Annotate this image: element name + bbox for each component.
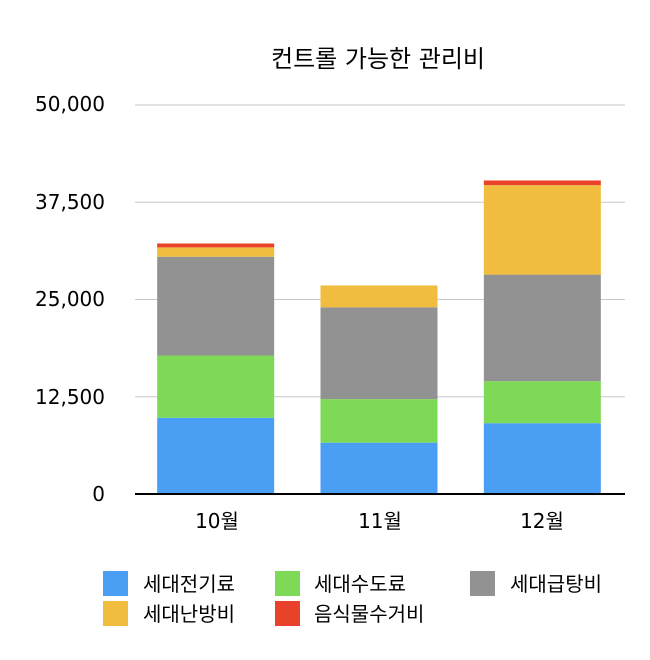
legend-label: 세대전기료: [143, 572, 235, 596]
bar-segment: [320, 285, 438, 308]
legend-label: 음식물수거비: [314, 602, 424, 626]
bar-segment: [483, 185, 601, 275]
bar-segment: [157, 417, 275, 494]
bar-segment: [320, 399, 438, 443]
legend-item: 세대전기료: [103, 571, 235, 596]
x-axis-labels: 10월 11월 12월: [195, 509, 564, 533]
y-tick-label: 37,500: [35, 190, 105, 214]
legend-label: 세대수도료: [314, 572, 406, 596]
legend: 세대전기료 세대수도료 세대급탕비 세대난방비 음식물수거비: [103, 571, 602, 626]
legend-swatch: [275, 601, 300, 626]
bar-segment: [483, 274, 601, 382]
bar-segment: [157, 243, 275, 248]
legend-swatch: [103, 601, 128, 626]
x-tick-label: 12월: [520, 509, 564, 533]
bar-segment: [483, 423, 601, 494]
y-tick-label: 0: [92, 482, 105, 506]
bars: [157, 180, 601, 494]
bar-segment: [483, 381, 601, 424]
y-tick-label: 12,500: [35, 385, 105, 409]
x-tick-label: 11월: [358, 509, 402, 533]
bar-segment: [483, 180, 601, 186]
legend-item: 세대급탕비: [470, 571, 602, 596]
y-tick-label: 25,000: [35, 287, 105, 311]
x-tick-label: 10월: [195, 509, 239, 533]
legend-swatch: [470, 571, 495, 596]
bar-segment: [320, 307, 438, 400]
legend-item: 세대난방비: [103, 601, 235, 626]
legend-swatch: [275, 571, 300, 596]
legend-item: 음식물수거비: [275, 601, 424, 626]
legend-item: 세대수도료: [275, 571, 406, 596]
y-tick-label: 50,000: [35, 92, 105, 116]
bar-segment: [320, 442, 438, 494]
legend-label: 세대난방비: [143, 602, 235, 626]
chart-title: 컨트롤 가능한 관리비: [271, 45, 485, 73]
bar-segment: [157, 355, 275, 418]
bar-segment: [157, 247, 275, 257]
y-axis-ticks: 0 12,500 25,000 37,500 50,000: [35, 92, 105, 506]
legend-swatch: [103, 571, 128, 596]
legend-label: 세대급탕비: [510, 572, 602, 596]
bar-segment: [157, 256, 275, 356]
